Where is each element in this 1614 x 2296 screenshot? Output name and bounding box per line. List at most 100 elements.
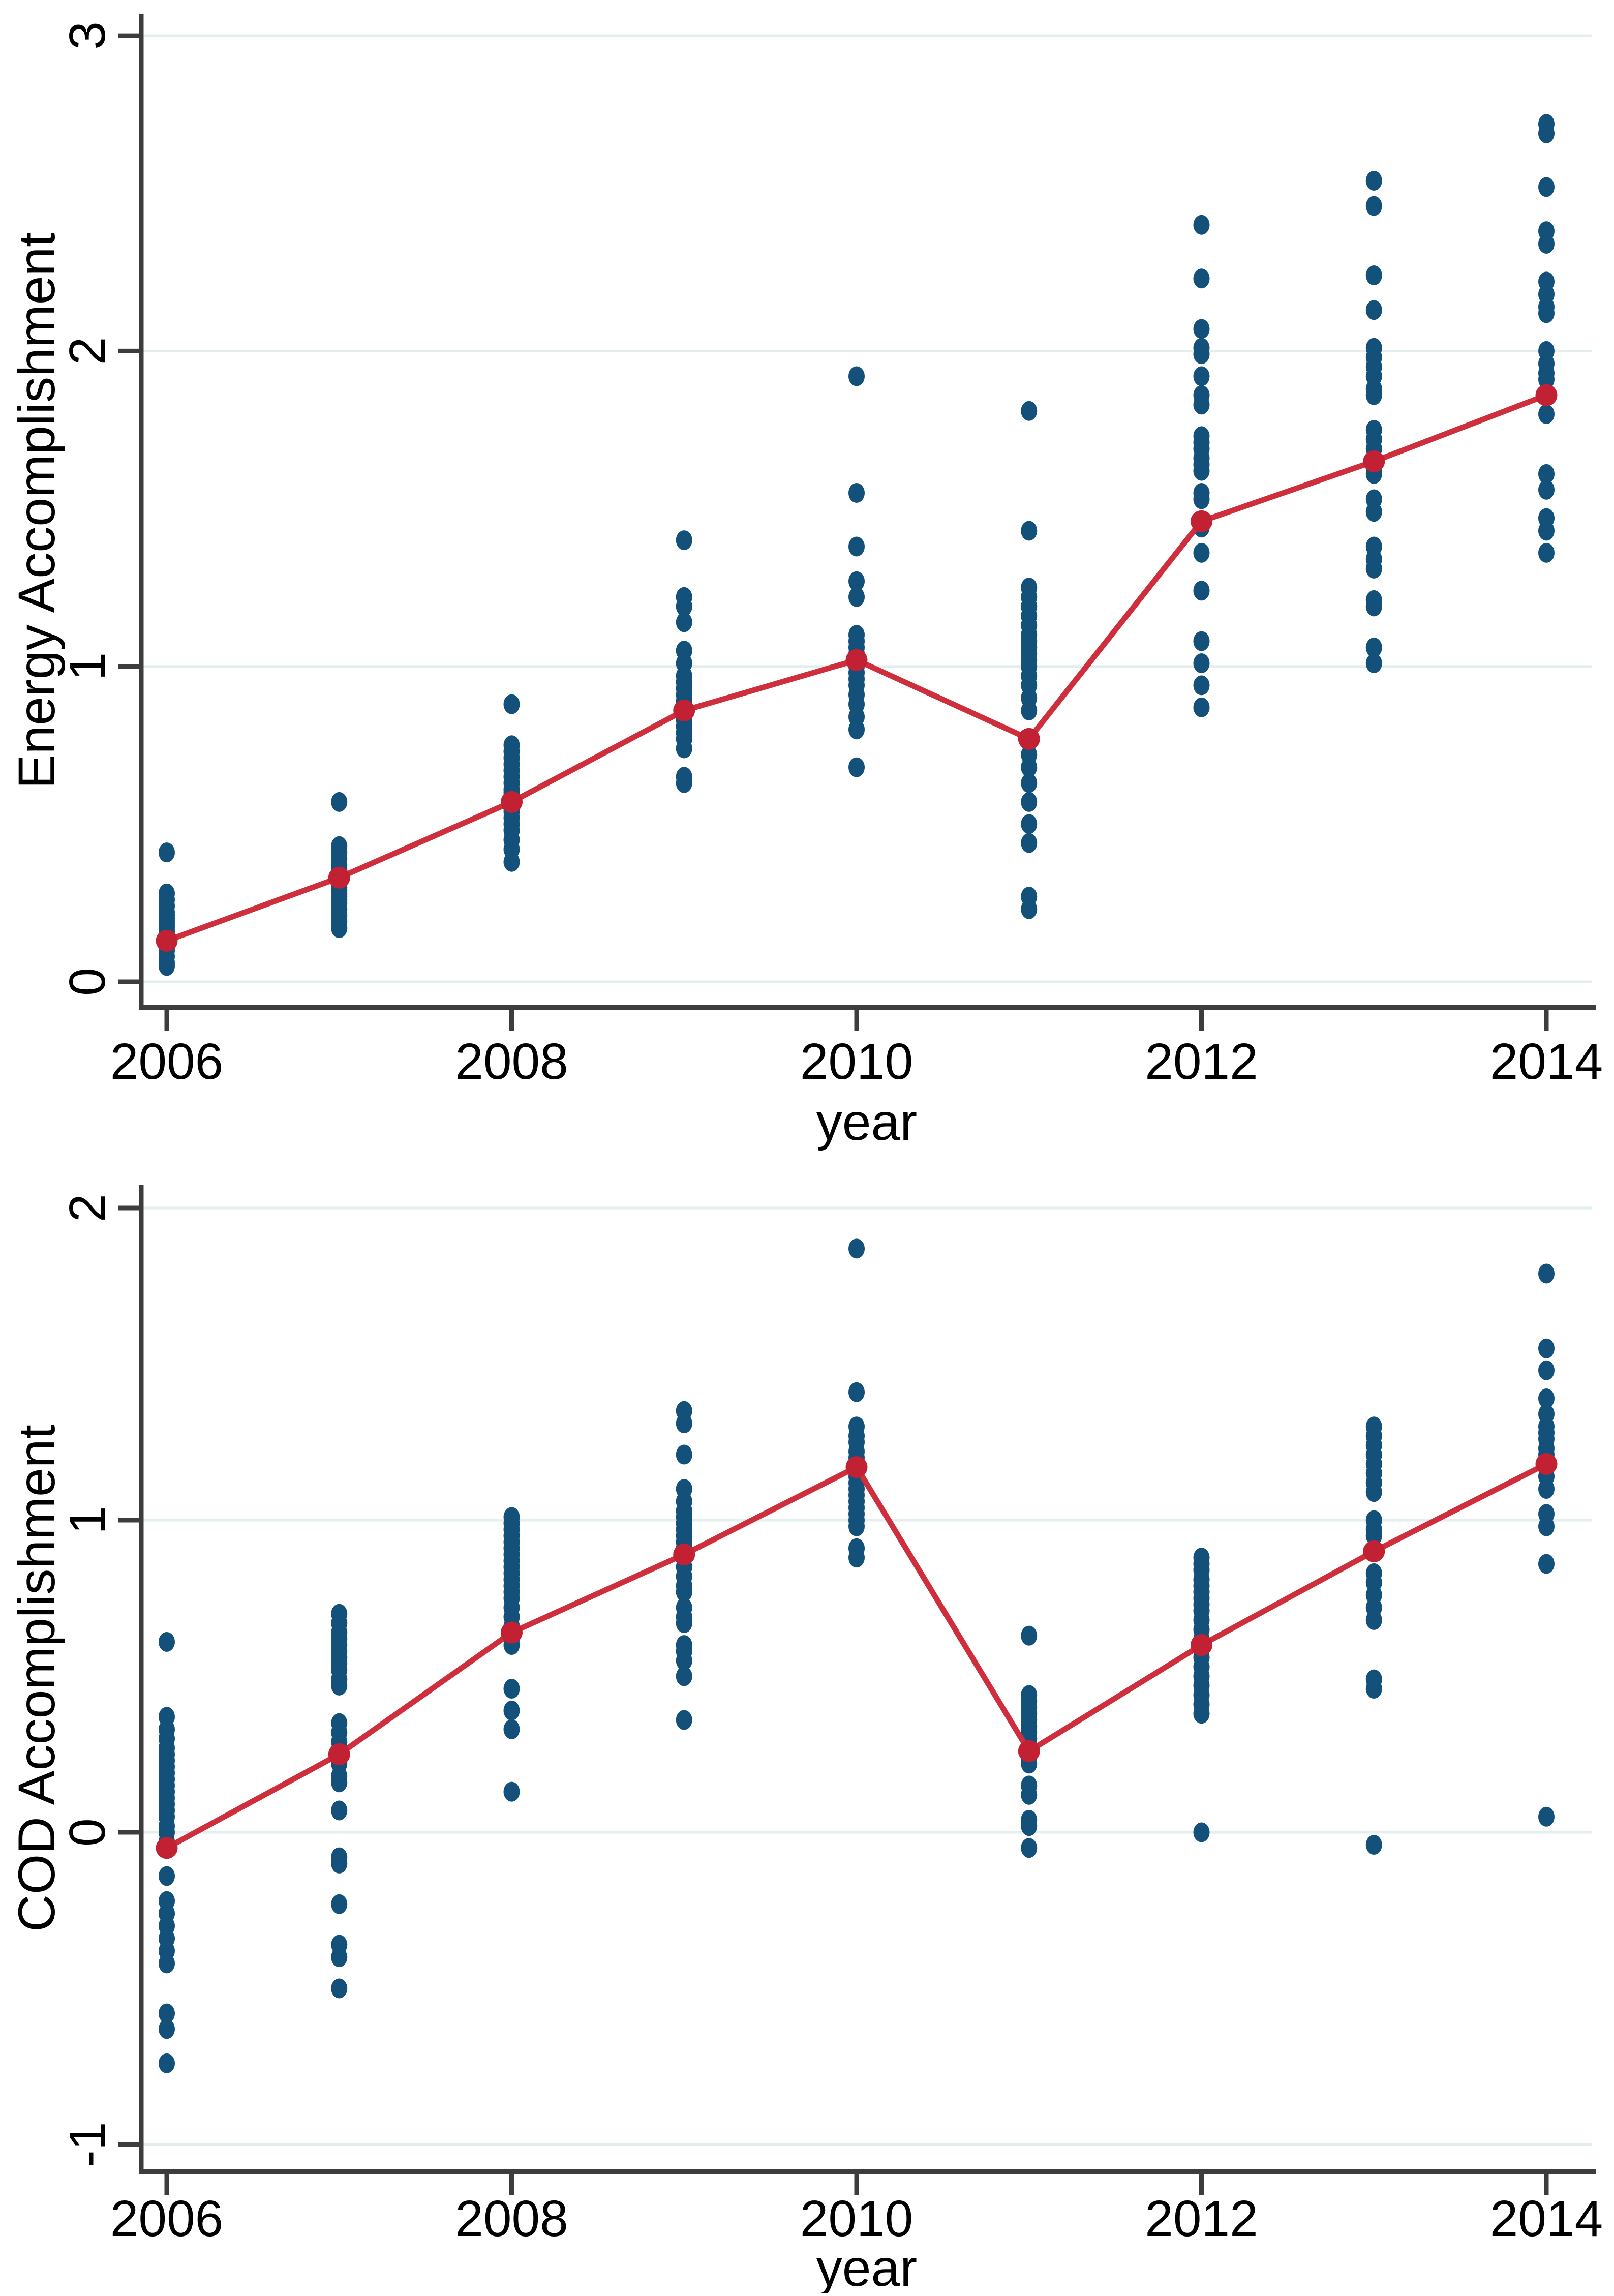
scatter-point — [331, 918, 348, 939]
x-tick-label: 2012 — [1145, 2190, 1258, 2247]
scatter-point — [331, 792, 348, 812]
scatter-point — [1193, 631, 1210, 651]
scatter-point — [1538, 1479, 1555, 1499]
scatter-point — [848, 1516, 865, 1536]
y-tick-label: 0 — [59, 1818, 116, 1847]
scatter-point — [1021, 833, 1038, 853]
mean-marker — [328, 866, 350, 889]
scatter-point — [1021, 773, 1038, 793]
scatter-point — [1193, 461, 1210, 481]
scatter-point — [1021, 521, 1038, 541]
scatter-point — [1021, 899, 1038, 919]
scatter-point — [1193, 319, 1210, 339]
scatter-point — [848, 1548, 865, 1568]
scatter-point — [1538, 464, 1555, 484]
scatter-point — [1365, 653, 1382, 673]
scatter-point — [676, 1710, 692, 1730]
scatter-point — [676, 1650, 692, 1671]
scatter-point — [1021, 757, 1038, 777]
scatter-point — [1365, 596, 1382, 617]
scatter-point — [1021, 1785, 1038, 1805]
scatter-point — [1365, 300, 1382, 320]
scatter-point — [1193, 215, 1210, 235]
scatter-point — [1193, 675, 1210, 696]
mean-marker — [328, 1743, 350, 1765]
scatter-point — [848, 536, 865, 557]
mean-marker — [156, 929, 178, 952]
scatter-point — [848, 757, 865, 777]
scatter-point — [1538, 1516, 1555, 1536]
scatter-point — [1021, 814, 1038, 834]
scatter-point — [1365, 1835, 1382, 1855]
scatter-point — [1193, 542, 1210, 563]
scatter-point — [676, 1613, 692, 1634]
x-tick-label: 2006 — [110, 1033, 223, 1090]
scatter-point — [159, 2053, 175, 2073]
x-tick-label: 2008 — [455, 1033, 568, 1090]
scatter-point — [676, 596, 692, 617]
scatter-point — [1193, 395, 1210, 415]
scatter-point — [1193, 268, 1210, 289]
mean-marker — [1535, 384, 1558, 406]
x-tick-label: 2006 — [110, 2190, 223, 2247]
scatter-point — [848, 483, 865, 503]
scatter-point — [676, 1582, 692, 1602]
scatter-point — [1193, 366, 1210, 386]
scatter-point — [1538, 1360, 1555, 1380]
scatter-point — [848, 719, 865, 740]
scatter-point — [503, 1679, 520, 1699]
mean-marker — [845, 649, 868, 671]
scatter-point — [1021, 1816, 1038, 1836]
scatter-point — [159, 1632, 175, 1652]
scatter-point — [331, 1894, 348, 1914]
cod-accomplishment-chart: -1 0 1 2 2006 2008 2010 2012 2014 year COD Accompl… — [8, 1185, 1603, 2296]
scatter-point — [503, 1701, 520, 1721]
scatter-point — [1538, 521, 1555, 541]
scatter-point — [159, 1953, 175, 1974]
mean-marker — [1363, 1540, 1385, 1562]
scatter-point — [1365, 196, 1382, 216]
scatter-point — [1538, 1554, 1555, 1574]
scatter-point — [1538, 369, 1555, 389]
scatter-series — [159, 114, 1555, 976]
scatter-point — [676, 1413, 692, 1434]
scatter-point — [503, 1781, 520, 1802]
scatter-point — [1021, 401, 1038, 421]
scatter-point — [1365, 265, 1382, 286]
scatter-point — [1538, 404, 1555, 424]
mean-marker — [1535, 1453, 1558, 1475]
mean-marker — [673, 1544, 695, 1566]
y-tick-label: 3 — [59, 21, 116, 50]
y-axis-title: COD Accomplishment — [8, 1425, 66, 1932]
mean-marker — [501, 1621, 523, 1644]
scatter-point — [1538, 542, 1555, 563]
scatter-point — [1193, 1704, 1210, 1724]
x-axis-title: year — [816, 1093, 917, 1151]
mean-marker — [845, 1456, 868, 1478]
x-axis-title: year — [816, 2239, 917, 2293]
energy-accomplishment-chart: 0 1 2 3 2006 2008 2010 2012 2014 year Energy Accom… — [8, 14, 1603, 1151]
scatter-point — [848, 571, 865, 591]
scatter-point — [1365, 558, 1382, 579]
scatter-point — [1365, 170, 1382, 191]
scatter-point — [503, 1719, 520, 1739]
scatter-point — [1538, 177, 1555, 197]
scatter-point — [1021, 1625, 1038, 1646]
scatter-point — [331, 1978, 348, 1999]
scatter-point — [1365, 1526, 1382, 1546]
x-tick-label: 2012 — [1145, 1033, 1258, 1090]
scatter-point — [676, 530, 692, 551]
scatter-point — [159, 956, 175, 976]
mean-marker — [156, 1837, 178, 1859]
scatter-point — [331, 1853, 348, 1874]
scatter-point — [676, 773, 692, 793]
scatter-point — [1021, 701, 1038, 721]
scatter-point — [1365, 385, 1382, 405]
scatter-point — [331, 1947, 348, 1968]
y-tick-label: 1 — [59, 652, 116, 681]
scatter-point — [848, 366, 865, 386]
scatter-point — [676, 1444, 692, 1465]
x-tick-label: 2010 — [800, 2190, 913, 2247]
scatter-point — [503, 852, 520, 872]
